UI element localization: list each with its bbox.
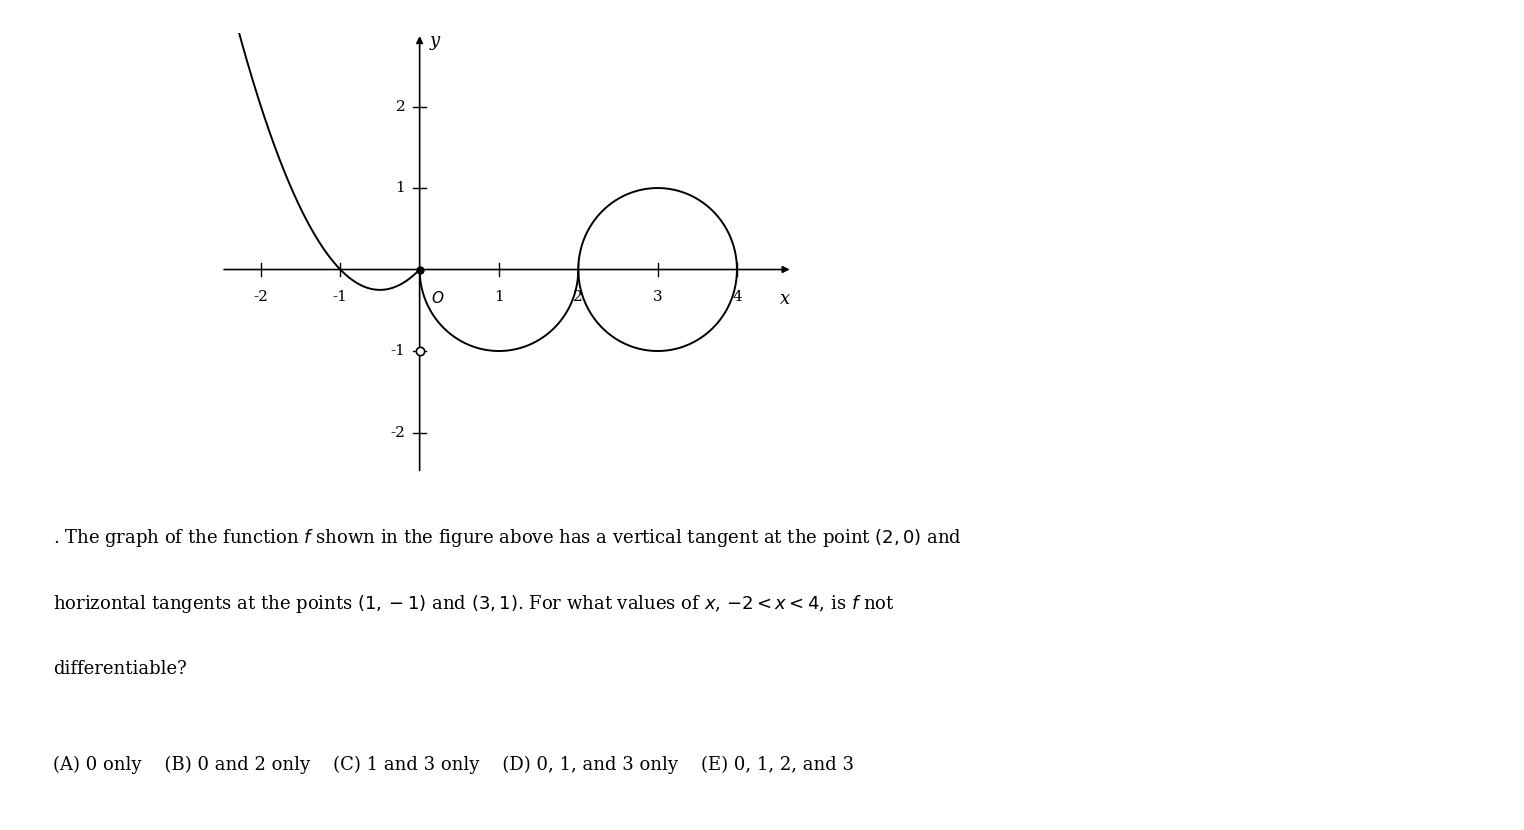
- Text: -1: -1: [332, 290, 347, 304]
- Text: 1: 1: [396, 181, 405, 195]
- Text: -1: -1: [390, 344, 405, 358]
- Text: -2: -2: [253, 290, 268, 304]
- Text: 2: 2: [573, 290, 584, 304]
- Text: 2: 2: [396, 100, 405, 114]
- Text: 4: 4: [732, 290, 742, 304]
- Text: (A) 0 only    (B) 0 and 2 only    (C) 1 and 3 only    (D) 0, 1, and 3 only    (E: (A) 0 only (B) 0 and 2 only (C) 1 and 3 …: [53, 755, 855, 774]
- Text: differentiable?: differentiable?: [53, 660, 187, 678]
- Text: y: y: [430, 32, 440, 51]
- Text: x: x: [779, 290, 789, 308]
- Text: 1: 1: [494, 290, 504, 304]
- Text: -2: -2: [390, 426, 405, 440]
- Text: horizontal tangents at the points $(1,-1)$ and $(3,1)$. For what values of $x$, : horizontal tangents at the points $(1,-1…: [53, 593, 895, 616]
- Text: 3: 3: [652, 290, 663, 304]
- Text: $O$: $O$: [431, 290, 443, 306]
- Text: . The graph of the function $f$ shown in the figure above has a vertical tangent: . The graph of the function $f$ shown in…: [53, 527, 962, 549]
